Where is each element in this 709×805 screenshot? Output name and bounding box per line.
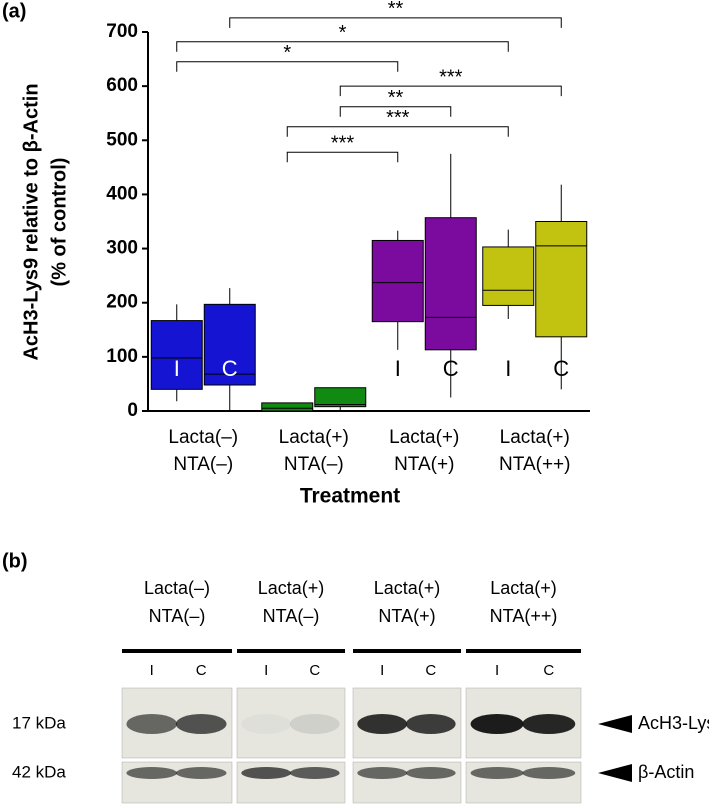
box-label: I [505,356,511,381]
lane-header: NTA(–) [263,606,320,626]
y-tick-label: 300 [106,238,138,259]
significance-label: *** [386,107,410,129]
arrowhead [598,715,632,733]
lane-label: I [380,662,384,679]
significance-bracket [176,41,509,52]
significance-bracket [339,106,452,117]
y-tick-label: 500 [106,129,138,150]
blot-band [126,714,177,734]
significance-label: *** [439,66,463,88]
marker-label: 42 kDa [12,762,66,781]
marker-label: 17 kDa [12,713,66,732]
lane-header: Lacta(+) [258,578,325,598]
significance-bracket [176,61,399,72]
lane-header: Lacta(+) [374,578,441,598]
box [203,303,256,386]
y-tick-label: 400 [106,183,138,204]
x-tick-label: Lacta(+) [500,427,570,448]
significance-bracket [339,85,562,97]
box [424,217,477,351]
y-tick-label: 600 [106,75,138,96]
lane-label: C [425,662,436,679]
y-tick-label: 700 [106,21,138,42]
blot-band [470,714,524,734]
blot-band [357,767,407,779]
blot-band [175,714,227,734]
box-label: I [395,356,401,381]
x-tick-label: NTA(–) [284,454,344,475]
blot-band [289,767,340,779]
lane-label: C [196,662,207,679]
significance-bracket [286,151,399,163]
significance-label: *** [331,132,355,154]
target-label: β-Actin [638,762,694,782]
blot-band [241,767,291,779]
box-label: C [443,356,459,381]
lane-label: I [264,662,268,679]
lane-label: C [309,662,320,679]
y-tick-label: 200 [106,292,138,313]
blot-band [405,767,456,779]
significance-label: ** [388,0,404,20]
blot-band [522,767,576,779]
significance-label: * [339,22,347,44]
blot-band [175,767,227,779]
y-tick-label: 100 [106,346,138,367]
arrowhead [598,764,632,782]
blot-band [126,767,177,779]
box [261,402,314,412]
significance-label: ** [388,87,404,109]
panel-label: (b) [2,550,28,572]
lane-header: NTA(+) [378,606,435,626]
significance-bracket [229,17,562,28]
lane-label: C [543,662,554,679]
x-tick-label: Lacta(–) [168,427,238,448]
x-tick-label: NTA(+) [394,454,454,475]
box-label: I [174,356,180,381]
x-axis-title: Treatment [300,485,400,508]
blot-panel [236,687,346,759]
y-axis-title: AcH3-Lys9 relative to β-Actin [20,83,42,360]
y-axis-title: (% of control) [48,158,70,287]
significance-bracket [286,126,509,137]
lane-header: NTA(–) [149,606,206,626]
x-tick-label: Lacta(+) [389,427,459,448]
lane-header: Lacta(–) [144,578,210,598]
blot-band [357,714,407,734]
box [150,320,203,390]
blot-band [470,767,524,779]
lane-header: Lacta(+) [490,578,557,598]
box [314,387,367,408]
box-label: C [553,356,569,381]
panel-label: (a) [2,0,26,22]
x-tick-label: NTA(–) [173,454,233,475]
blot-band [405,714,456,734]
box [535,221,588,338]
x-tick-label: Lacta(+) [279,427,349,448]
lane-label: I [150,662,154,679]
blot-band [522,714,576,734]
x-tick-label: NTA(++) [499,454,570,475]
lane-header: NTA(++) [490,606,558,626]
blot-band [289,714,340,734]
box-label: C [332,356,348,381]
box [371,239,424,323]
box-label: C [222,356,238,381]
lane-label: I [495,662,499,679]
box [482,246,535,306]
target-label: AcH3-Lys9 [638,713,709,733]
box-label: I [284,356,290,381]
significance-label: * [283,42,291,64]
y-tick-label: 0 [127,400,138,421]
blot-band [241,714,291,734]
